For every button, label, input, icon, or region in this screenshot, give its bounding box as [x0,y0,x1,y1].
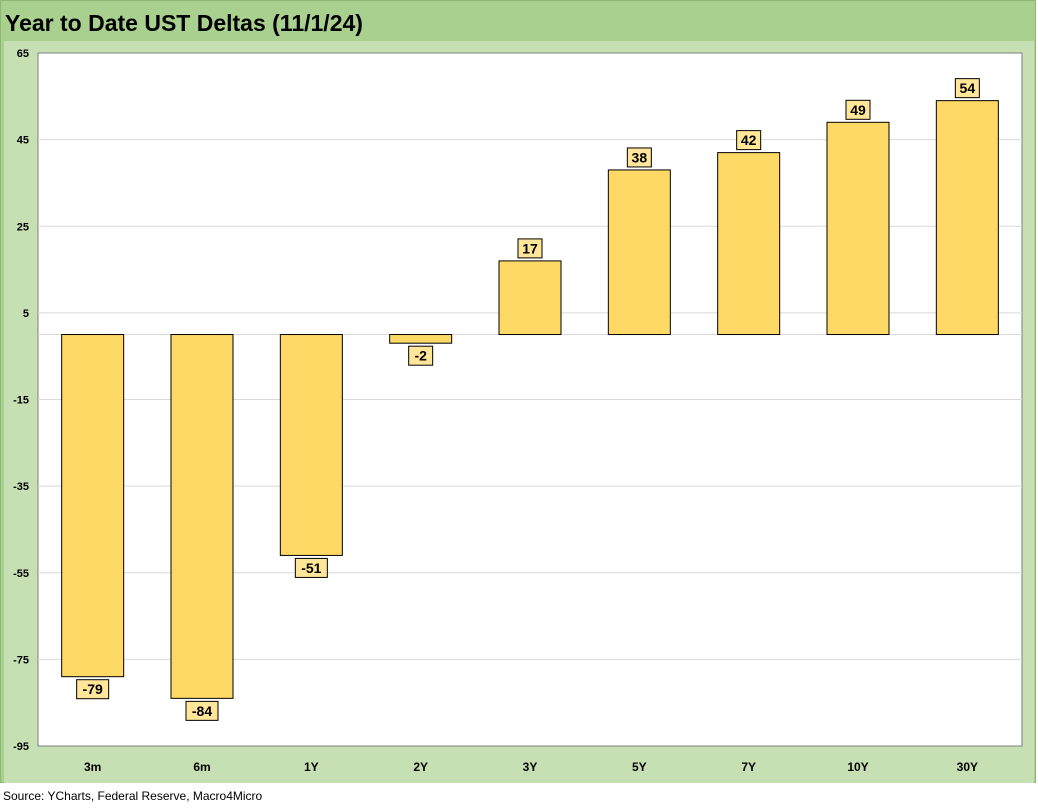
y-tick-label: -95 [13,741,29,753]
data-label-text: -79 [83,681,103,697]
data-label-box [185,700,219,721]
x-category-label: 1Y [304,760,319,774]
x-category-label: 5Y [632,760,647,774]
y-tick-label: 25 [17,221,29,233]
data-label-box [736,130,762,151]
data-labels: -79 -84 -51 -2 17 38 42 49 54 [76,78,980,721]
bars [61,100,999,699]
data-label-3m: -79 [76,679,110,700]
bar-1Y [279,334,343,556]
data-label-text: 38 [632,149,648,165]
data-label-text: -2 [414,348,427,364]
x-axis-categories: 3m 6m 1Y 2Y 3Y 5Y 7Y 10Y 30Y [84,760,978,774]
bar-3m [61,334,125,678]
data-label-box [845,99,871,120]
data-label-box [294,557,328,578]
data-label-text: 54 [960,80,976,96]
source-note: Source: YCharts, Federal Reserve, Macro4… [3,789,263,803]
x-category-label: 7Y [741,760,756,774]
y-tick-label: 65 [17,48,29,60]
x-category-label: 10Y [847,760,868,774]
data-label-box [517,238,543,259]
bar-10Y [826,121,890,336]
data-label-box [76,679,110,700]
y-tick-label: -55 [13,568,29,580]
data-label-10Y: 49 [845,99,871,120]
data-label-text: 42 [741,132,757,148]
data-label-1Y: -51 [294,557,328,578]
x-category-label: 6m [193,760,210,774]
bar-5Y [607,169,671,336]
data-label-5Y: 38 [626,147,652,168]
bar-7Y [717,152,781,336]
data-label-box [408,345,434,366]
data-label-text: 49 [850,102,866,118]
y-tick-label: -75 [13,654,29,666]
chart-title: Year to Date UST Deltas (11/1/24) [5,10,363,36]
data-label-6m: -84 [185,700,219,721]
data-label-text: 17 [522,240,538,256]
data-label-3Y: 17 [517,238,543,259]
data-label-text: -84 [192,703,212,719]
x-category-label: 3m [84,760,101,774]
x-category-label: 2Y [413,760,428,774]
y-tick-label: -35 [13,481,29,493]
x-category-label: 30Y [957,760,978,774]
bar-30Y [935,100,999,336]
data-label-7Y: 42 [736,130,762,151]
data-label-2Y: -2 [408,345,434,366]
data-label-box [626,147,652,168]
y-tick-label: 5 [23,308,29,320]
y-tick-label: 45 [17,135,29,147]
bar-6m [170,334,234,699]
y-axis-ticks: 65 45 25 5 -15 -35 -55 -75 -95 [13,48,29,753]
bar-2Y [389,334,453,344]
data-label-30Y: 54 [954,78,980,99]
data-label-text: -51 [301,560,321,576]
bar-chart: 65 45 25 5 -15 -35 -55 -75 -95 -79 -84 -51 -2 17 38 42… [13,48,1023,774]
x-category-label: 3Y [523,760,538,774]
y-tick-label: -15 [13,395,29,407]
data-label-box [954,78,980,99]
bar-3Y [498,260,562,336]
